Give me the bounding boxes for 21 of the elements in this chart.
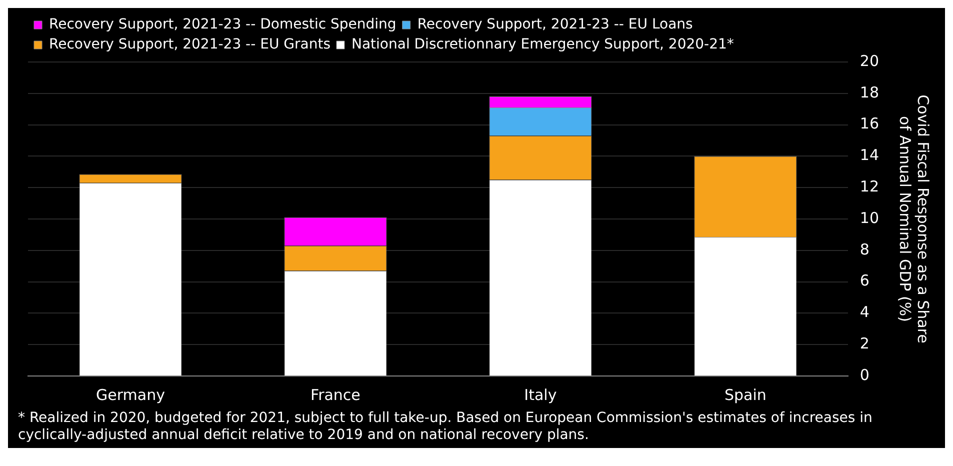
y-tick-label: 10 (860, 208, 880, 227)
x-tick-label: Spain (724, 386, 766, 404)
y-tick-label: 0 (860, 366, 870, 384)
y-tick-label: 14 (860, 146, 880, 164)
x-tick-label: France (310, 386, 360, 404)
y-tick-label: 6 (860, 272, 870, 290)
legend-label: National Discretionnary Emergency Support, 2020-21* (351, 36, 734, 53)
legend-label: Recovery Support, 2021-23 -- EU Loans (417, 16, 693, 33)
y-tick-label: 16 (860, 114, 880, 133)
legend-label: Recovery Support, 2021-23 -- EU Grants (49, 36, 330, 53)
y-axis-title: Covid Fiscal Response as a Share of Annual Nominal GDP (%) (896, 94, 932, 344)
y-tick-label: 8 (860, 240, 870, 258)
y-tick-label: 20 (860, 52, 880, 70)
x-tick-label: Germany (96, 386, 166, 404)
legend-label: Recovery Support, 2021-23 -- Domestic Spending (49, 16, 396, 33)
y-tick-label: 12 (860, 177, 880, 196)
y-tick-label: 18 (860, 83, 880, 102)
y-tick-label: 2 (860, 334, 870, 352)
y-tick-label: 4 (860, 303, 870, 322)
text: * Realized in 2020, budgeted for 2021, subject to full take-up. Based on European Commission's estimates of increases in cyclically-adjusted annual deficit relative to 2019 and on national recovery plans. (18, 410, 874, 444)
x-tick-label: Italy (524, 386, 557, 404)
